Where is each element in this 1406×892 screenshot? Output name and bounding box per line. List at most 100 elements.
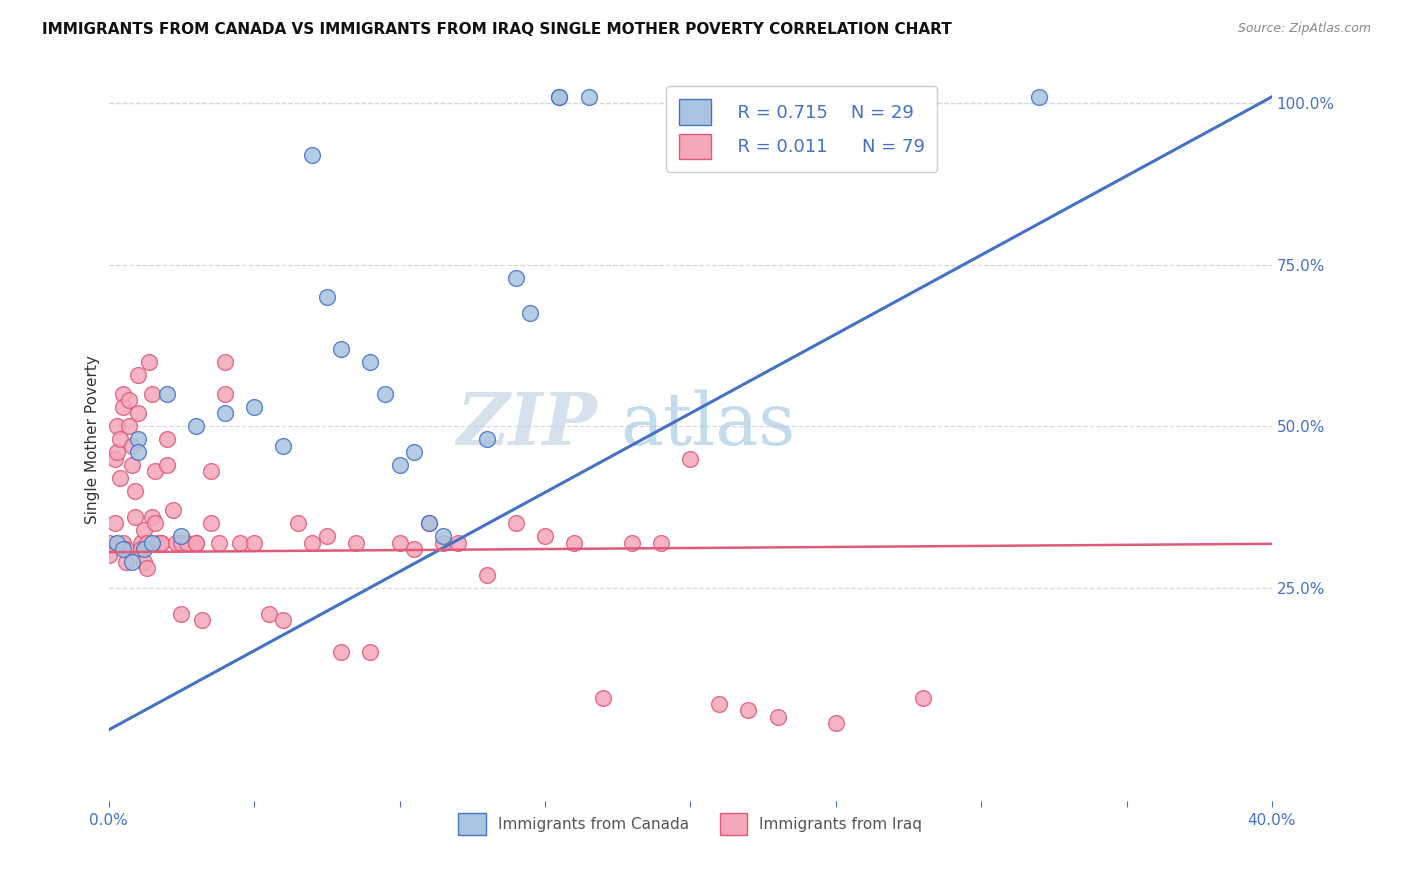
Point [271,613,294,627]
Point [124,483,146,498]
Point [388,535,411,549]
Point [359,354,381,368]
Point [170,535,193,549]
Point [679,451,702,466]
Point [112,541,135,556]
Point [124,509,146,524]
Point [170,607,193,621]
Point [214,406,236,420]
Point [359,645,381,659]
Text: Source: ZipAtlas.com: Source: ZipAtlas.com [1237,22,1371,36]
Point [115,555,138,569]
Point [228,535,250,549]
Point [141,509,163,524]
Point [156,387,179,401]
Point [127,445,149,459]
Point [107,445,129,459]
Point [374,387,396,401]
Point [112,387,135,401]
Point [184,535,207,549]
Point [621,535,644,549]
Point [709,697,731,711]
Point [112,535,135,549]
Point [156,432,179,446]
Point [271,439,294,453]
Point [824,716,846,731]
Point [301,535,323,549]
Point [475,432,498,446]
Point [143,465,166,479]
Point [121,555,143,569]
Point [103,451,125,466]
Point [97,535,120,549]
Point [287,516,309,530]
Point [148,535,170,549]
Point [418,516,440,530]
Point [150,535,173,549]
Point [176,535,198,549]
Point [301,148,323,162]
Point [505,270,527,285]
Point [107,535,129,549]
Point [132,555,155,569]
Point [138,354,160,368]
Y-axis label: Single Mother Poverty: Single Mother Poverty [86,355,100,524]
Point [243,535,266,549]
Point [132,523,155,537]
Point [150,535,173,549]
Point [121,458,143,472]
Point [110,432,132,446]
Point [143,516,166,530]
Point [170,529,193,543]
Point [388,458,411,472]
Point [432,529,454,543]
Point [548,90,571,104]
Point [344,535,367,549]
Point [519,306,541,320]
Point [548,90,571,104]
Point [141,387,163,401]
Point [156,458,179,472]
Point [127,432,149,446]
Text: IMMIGRANTS FROM CANADA VS IMMIGRANTS FROM IRAQ SINGLE MOTHER POVERTY CORRELATION: IMMIGRANTS FROM CANADA VS IMMIGRANTS FRO… [42,22,952,37]
Point [191,613,214,627]
Point [534,529,557,543]
Point [243,400,266,414]
Point [214,387,236,401]
Point [127,406,149,420]
Point [127,368,149,382]
Point [447,535,470,549]
Point [135,561,157,575]
Point [315,290,337,304]
Point [404,541,426,556]
Point [112,400,135,414]
Point [737,703,759,717]
Point [132,541,155,556]
Point [404,445,426,459]
Legend: Immigrants from Canada, Immigrants from Iraq: Immigrants from Canada, Immigrants from … [449,804,932,844]
Point [129,541,152,556]
Point [107,419,129,434]
Point [766,710,789,724]
Point [418,516,440,530]
Point [432,535,454,549]
Point [562,535,585,549]
Point [118,419,141,434]
Point [578,90,600,104]
Point [475,567,498,582]
Point [911,690,934,705]
Point [650,535,672,549]
Text: atlas: atlas [620,390,796,460]
Point [118,393,141,408]
Point [315,529,337,543]
Point [505,516,527,530]
Point [1028,90,1050,104]
Point [184,535,207,549]
Point [200,465,222,479]
Point [97,549,120,563]
Point [214,354,236,368]
Point [330,645,353,659]
Point [129,535,152,549]
Point [330,342,353,356]
Point [592,690,614,705]
